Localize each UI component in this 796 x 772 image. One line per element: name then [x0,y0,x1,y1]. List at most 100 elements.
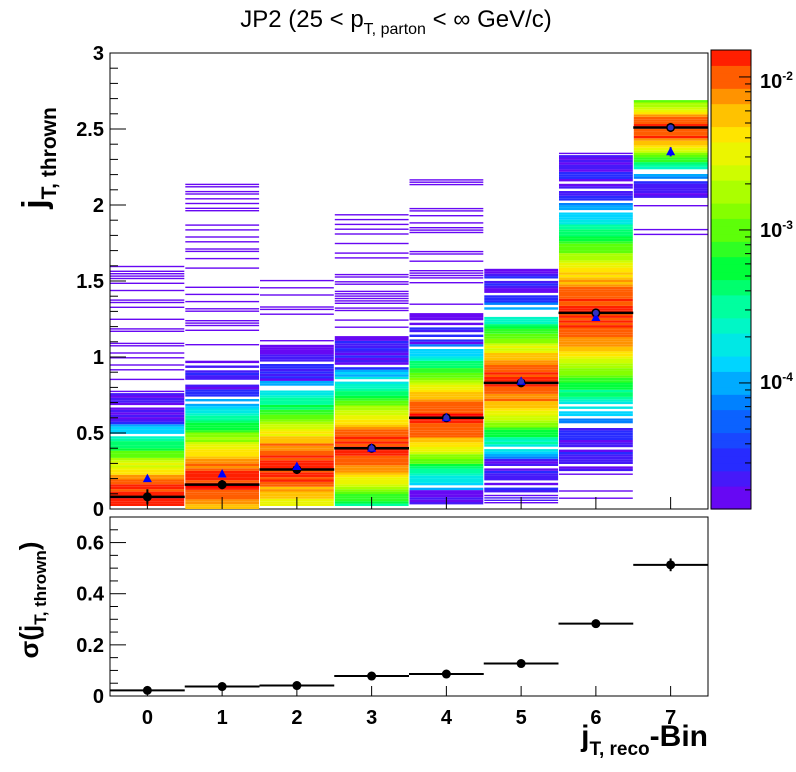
heatmap-cell [185,489,260,493]
heatmap-cell [409,468,484,471]
heatmap-cell [559,214,633,218]
heatmap-cell [334,218,409,221]
heatmap-cell [334,214,409,216]
heatmap-cell [260,474,334,478]
heatmap-cell [110,390,185,393]
heatmap-cell [185,286,260,288]
heatmap-cell [334,455,409,459]
heatmap-cell [559,217,633,220]
heatmap-cell [559,332,633,335]
colorbar-segment [711,424,751,434]
heatmap-cell [260,371,334,374]
heatmap-cell [484,422,559,426]
heatmap-cell [185,425,260,428]
heatmap-cell [484,441,559,445]
colorbar-frame [710,49,752,510]
heatmap-cell [260,481,334,485]
colorbar-segment [711,225,751,235]
heatmap-cell [559,198,633,201]
heatmap-cell [559,279,633,282]
bottom-y-tick-label: 0.2 [76,635,104,657]
top-inner-point-marker [592,309,599,316]
heatmap-cell [559,305,633,309]
colorbar-segment [711,493,751,502]
bottom-x-tick-label: 4 [441,707,453,729]
heatmap-cell [185,193,260,195]
heatmap-cell [260,448,334,451]
colorbar-segment [711,432,751,441]
colorbar-segment [711,401,751,411]
heatmap-cell [260,486,334,490]
heatmap-cell [559,320,633,323]
bottom-data-points [110,558,708,695]
heatmap-cell [559,351,633,354]
heatmap-cell [110,486,185,490]
heatmap-cell [260,479,334,482]
heatmap-cell [559,420,633,424]
bottom-y-tick-label: 0.4 [76,584,105,606]
heatmap-cell [484,478,559,481]
colorbar-segment [711,218,751,227]
colorbar-segment [711,317,751,326]
heatmap-cell [559,238,633,242]
heatmap-cell [409,341,484,345]
heatmap-cell [260,366,334,369]
heatmap-cell [559,468,633,472]
heatmap-cell [484,353,559,356]
heatmap-cell [484,321,559,325]
heatmap-cell [260,368,334,372]
heatmap-cell [559,229,633,232]
heatmap-cell [559,334,633,338]
heatmap-cell [484,365,559,368]
heatmap-cell [185,408,260,411]
heatmap-cell [409,473,484,476]
heatmap-cell [409,432,484,436]
colorbar-segment [711,233,751,242]
top-y-tick-label: 2 [93,195,104,217]
bottom-point-marker [367,671,377,681]
heatmap-cell [110,289,185,292]
colorbar-segment [711,118,751,128]
heatmap-cell [334,422,409,425]
heatmap-cell [260,380,334,384]
top-triangle-marker [666,146,676,156]
top-inner-point-marker [518,378,525,385]
heatmap-cell [484,473,559,476]
heatmap-cell [633,233,708,236]
heatmap-cell [334,410,409,413]
heatmap-cell [334,441,409,444]
heatmap-cell [409,253,484,255]
bottom-x-tick-label: 2 [291,707,302,729]
heatmap-cell [484,415,559,418]
heatmap-cell [260,484,334,487]
heatmap-cell [409,404,484,407]
heatmap-cell [110,282,185,284]
heatmap-cell [110,357,185,359]
heatmap-cell [185,308,260,310]
colorbar-segment [711,478,751,487]
heatmap-cell [260,455,334,458]
heatmap-cell [334,388,409,392]
heatmap-cell [110,467,185,470]
heatmap-cell [409,322,484,326]
heatmap-cell [559,361,633,364]
colorbar-segment [711,363,751,372]
heatmap-cell [559,219,633,223]
heatmap-cell [260,383,334,386]
heatmap-cell [185,384,260,387]
heatmap-cell [334,223,409,226]
heatmap-cell [559,411,633,414]
heatmap-cell [260,359,334,362]
heatmap-cell [334,419,409,423]
heatmap-cell [409,375,484,378]
heatmap-cell [185,446,260,450]
heatmap-cell [260,407,334,410]
heatmap-cell [409,399,484,402]
heatmap-cell [484,324,559,327]
heatmap-cell [484,333,559,337]
heatmap-cell [409,370,484,373]
heatmap-cell [185,210,260,212]
heatmap-cell [484,396,559,399]
top-y-tick-label: 1.5 [76,271,104,293]
heatmap-cell [633,164,708,167]
